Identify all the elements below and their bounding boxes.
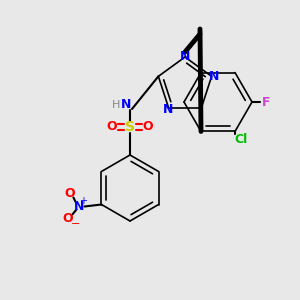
- Text: Cl: Cl: [234, 133, 248, 146]
- Text: O: O: [143, 121, 153, 134]
- Text: O: O: [107, 121, 117, 134]
- Text: N: N: [180, 50, 190, 64]
- Text: O: O: [64, 187, 75, 200]
- Text: N: N: [74, 200, 85, 213]
- Text: F: F: [262, 95, 270, 109]
- Text: O: O: [62, 212, 73, 225]
- Text: S: S: [125, 120, 135, 134]
- Text: H: H: [112, 100, 120, 110]
- Text: N: N: [121, 98, 131, 112]
- Text: N: N: [208, 70, 219, 83]
- Text: +: +: [80, 196, 87, 206]
- Text: −: −: [71, 220, 80, 230]
- Text: N: N: [164, 103, 174, 116]
